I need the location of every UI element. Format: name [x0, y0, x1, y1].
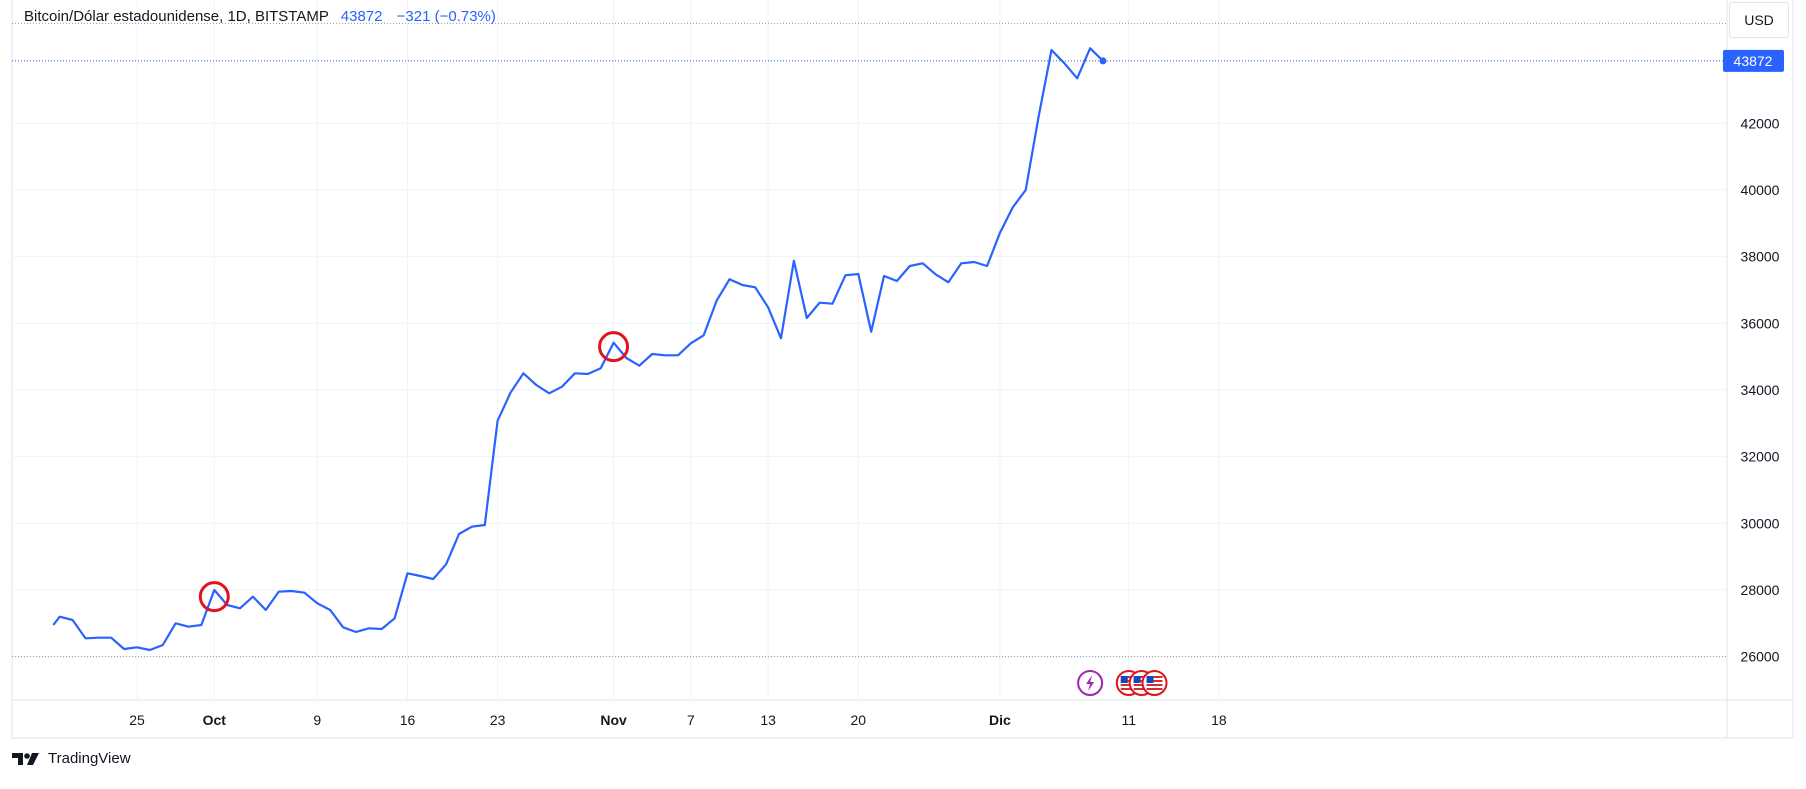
currency-button[interactable]: USD — [1729, 2, 1789, 38]
x-tick-label: 9 — [313, 712, 321, 728]
x-tick-label: 11 — [1121, 712, 1136, 728]
x-tick-label: Dic — [989, 712, 1011, 728]
tradingview-brand[interactable]: TradingView — [12, 750, 131, 767]
y-tick-label: 40000 — [1741, 182, 1780, 198]
brand-name: TradingView — [48, 750, 131, 767]
y-tick-label: 26000 — [1741, 649, 1780, 665]
x-tick-label: 7 — [687, 712, 695, 728]
x-tick-label: Nov — [600, 712, 627, 728]
last-value: 43872 — [341, 8, 383, 25]
price-change: −321 (−0.73%) — [397, 8, 496, 25]
flag-canton — [1147, 676, 1154, 683]
flag-stripe — [1147, 688, 1163, 690]
x-tick-label: 20 — [850, 712, 866, 728]
x-tick-label: 23 — [490, 712, 506, 728]
symbol-legend: Bitcoin/Dólar estadounidense, 1D, BITSTA… — [24, 8, 496, 25]
last-price-tag-label: 43872 — [1734, 53, 1773, 69]
x-tick-label: 16 — [400, 712, 416, 728]
us-flag-event-icon — [1143, 671, 1167, 695]
symbol-label: Bitcoin/Dólar estadounidense, 1D, BITSTA… — [24, 8, 329, 25]
flag-canton — [1121, 676, 1128, 683]
y-tick-label: 42000 — [1741, 115, 1780, 131]
y-tick-label: 32000 — [1741, 449, 1780, 465]
x-tick-label: Oct — [203, 712, 227, 728]
y-tick-label: 28000 — [1741, 582, 1780, 598]
y-tick-label: 30000 — [1741, 515, 1780, 531]
flag-stripe — [1147, 684, 1163, 686]
flag-canton — [1134, 676, 1141, 683]
x-tick-label: 25 — [129, 712, 145, 728]
y-tick-label: 34000 — [1741, 382, 1780, 398]
tradingview-logo-icon — [12, 751, 42, 767]
x-tick-label: 18 — [1211, 712, 1227, 728]
y-tick-label: 36000 — [1741, 315, 1780, 331]
x-tick-label: 13 — [760, 712, 776, 728]
price-line — [53, 48, 1103, 650]
last-price-dot — [1100, 57, 1107, 64]
y-tick-label: 38000 — [1741, 249, 1780, 265]
